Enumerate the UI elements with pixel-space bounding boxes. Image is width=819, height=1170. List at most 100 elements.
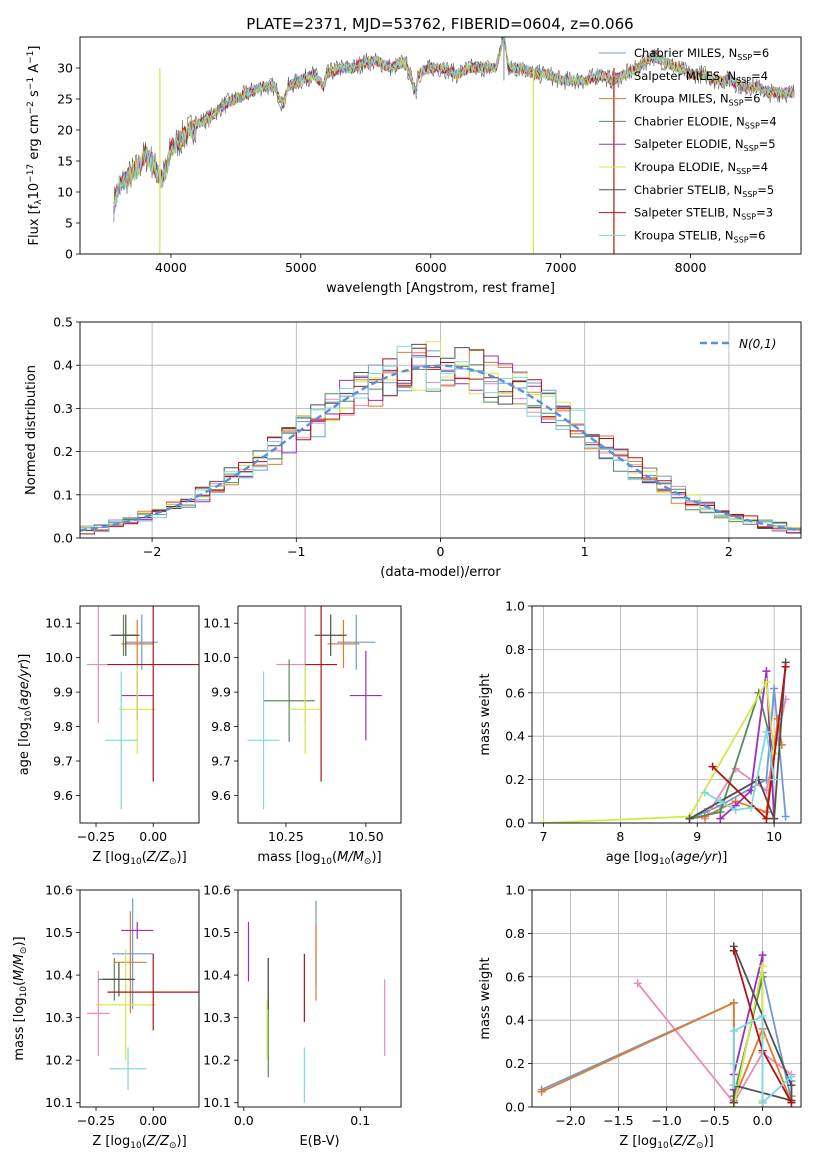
x-axis-label: Z [log10(Z/Z⊙)] — [92, 850, 186, 867]
x-tick-label: −0.5 — [699, 1113, 729, 1128]
weight-marker — [787, 1081, 796, 1090]
label-part: =4 — [751, 69, 768, 83]
label-part: 10 — [24, 710, 34, 722]
y-tick-label: 9.9 — [53, 685, 73, 700]
y-axis-label: mass weight — [478, 957, 493, 1039]
y-tick-label: 0.8 — [505, 926, 525, 941]
spectrum-panel: 4000 5000 6000 7000 8000 0 5 10 15 20 25 30 waveleng… — [26, 36, 802, 296]
y-tick-label: 1.0 — [505, 883, 525, 898]
y-tick-label: 10.1 — [203, 1095, 231, 1110]
weight-marker — [729, 1059, 738, 1068]
y-tick-label: 10.1 — [203, 616, 231, 631]
age_vs_mass-panel: 10.25 10.50 9.6 9.7 9.8 9.9 10.0 10.1 mass [log1… — [203, 605, 402, 867]
weight-marker — [729, 998, 738, 1007]
y-tick-label: 9.8 — [53, 719, 73, 734]
y-tick-label: 1.0 — [505, 599, 525, 614]
x-tick-label: 7 — [540, 829, 548, 844]
histogram-step — [80, 364, 801, 532]
label-part: Z/Z — [146, 850, 170, 865]
legend-entry: Kroupa ELODIE, NSSP=4 — [634, 160, 768, 176]
label-part: ⊙ — [19, 947, 29, 955]
y-tick-label: 9.6 — [211, 788, 231, 803]
x-axis-label: Z [log10(Z/Z⊙)] — [619, 1134, 713, 1151]
weight-line — [543, 679, 775, 823]
label-part: 10 — [657, 1141, 669, 1151]
label-part: ⊙ — [169, 857, 177, 867]
y-tick-label: 10.1 — [45, 1095, 73, 1110]
label-part: M/M — [337, 850, 364, 865]
label-part: 10 — [130, 857, 142, 867]
weight-marker — [539, 819, 548, 823]
label-part: Z [log — [92, 850, 130, 865]
label-part: ( — [142, 1134, 147, 1149]
weight-marker — [708, 762, 717, 771]
label-part: ] — [27, 46, 42, 51]
legend-entry: Salpeter STELIB, NSSP=3 — [634, 206, 773, 222]
normal-reference-curve — [80, 364, 801, 532]
weight-marker — [731, 805, 740, 814]
x-tick-label: 0.00 — [139, 829, 167, 844]
label-part: age [log — [606, 850, 659, 865]
label-part: )] — [17, 654, 32, 664]
weight-marker — [729, 1098, 738, 1107]
x-tick-label: 10 — [766, 829, 782, 844]
label-part: Chabrier ELODIE, N — [634, 114, 745, 128]
label-part: =3 — [756, 206, 773, 220]
y-tick-label: 0.3 — [53, 401, 73, 416]
mass_vs_EBV-marks — [247, 900, 386, 1103]
label-part: M/M — [12, 954, 27, 981]
legend-entry: Chabrier STELIB, NSSP=5 — [634, 183, 774, 199]
weight-marker — [716, 814, 725, 823]
y-tick-label: 0.6 — [505, 969, 525, 984]
age_vs_Z-panel: −0.25 0.009.69.79.89.910.010.1Z [log10(Z/… — [17, 605, 200, 867]
axes-frame — [237, 605, 402, 824]
y-tick-label: 0.0 — [505, 1100, 525, 1115]
weight-marker — [758, 1098, 767, 1107]
weight-marker — [758, 961, 767, 970]
label-part: )] — [177, 1134, 187, 1149]
y-tick-label: 10.3 — [203, 1010, 231, 1025]
label-part: =4 — [751, 160, 768, 174]
weight-marker — [716, 797, 725, 806]
label-part: λ — [34, 199, 44, 205]
residual_hist-marks — [80, 341, 801, 535]
y-axis-label: Flux [fλ10−17 erg cm−2 s−1 A−1] — [26, 46, 44, 246]
weight-line — [704, 731, 775, 811]
legend-entry: Chabrier MILES, NSSP=6 — [634, 46, 769, 62]
label-part: )] — [717, 850, 727, 865]
label-part: =4 — [760, 114, 777, 128]
axes-frame — [531, 889, 802, 1108]
weight-marker — [729, 1081, 738, 1090]
label-part: age/yr — [17, 662, 32, 705]
weight-marker — [787, 1098, 796, 1107]
label-part: Flux [f — [27, 204, 42, 245]
label-part: s — [27, 90, 42, 101]
x-tick-label: 0.1 — [350, 1113, 370, 1128]
y-tick-label: 10.0 — [203, 650, 231, 665]
y-tick-label: 0.4 — [505, 729, 525, 744]
weight-marker — [758, 951, 767, 960]
weight-marker — [633, 979, 642, 988]
y-tick-label: 0.2 — [505, 772, 525, 787]
label-part: mass [log — [257, 850, 320, 865]
x-tick-label: 10.25 — [268, 829, 304, 844]
x-axis-label: mass [log10(M/M⊙)] — [257, 850, 381, 867]
label-part: Z [log — [92, 1134, 130, 1149]
label-part: A — [27, 64, 42, 77]
y-tick-label: 0 — [65, 247, 73, 262]
weight-line — [689, 688, 787, 820]
label-part: )] — [177, 850, 187, 865]
label-part: =5 — [757, 183, 774, 197]
y-tick-label: 0.2 — [505, 1056, 525, 1071]
y-axis-label: mass weight — [478, 673, 493, 755]
y-tick-label: 9.7 — [53, 754, 73, 769]
y-tick-label: 10.5 — [203, 925, 231, 940]
label-part: Chabrier STELIB, N — [634, 183, 742, 197]
x-tick-label: −2.0 — [555, 1113, 585, 1128]
legend-entry: Chabrier ELODIE, NSSP=4 — [634, 114, 777, 130]
label-part: SSP — [745, 121, 760, 130]
label-part: =6 — [749, 228, 766, 242]
label-part: Salpeter STELIB, N — [634, 206, 741, 220]
label-part: SSP — [744, 144, 759, 153]
y-tick-label: 10.2 — [45, 1053, 73, 1068]
